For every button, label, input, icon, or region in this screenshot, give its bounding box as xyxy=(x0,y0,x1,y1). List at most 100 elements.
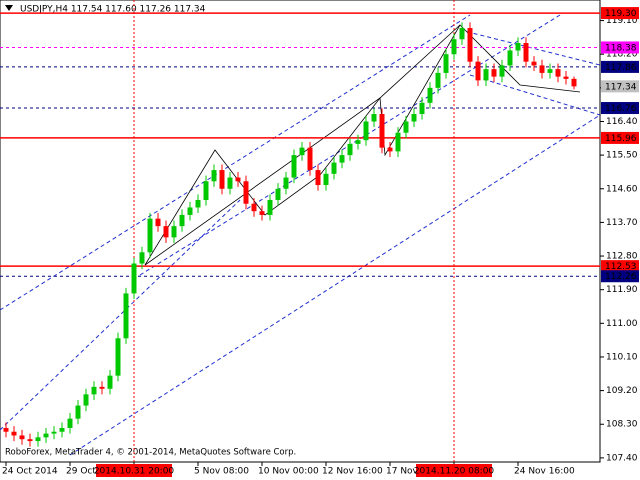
candle-body xyxy=(171,226,177,238)
y-tick-label: 116.40 xyxy=(606,117,638,127)
candle-body xyxy=(19,435,25,440)
candle-body xyxy=(139,252,145,264)
plot-area xyxy=(0,0,601,463)
candle-body xyxy=(355,140,361,144)
price-box xyxy=(601,41,639,54)
x-tick-label: 2014.10.31 20:00 xyxy=(94,467,175,477)
candle-body xyxy=(299,147,305,156)
candle-body xyxy=(203,181,209,200)
candle-body xyxy=(115,338,121,376)
candle-body xyxy=(195,199,201,208)
candle-body xyxy=(131,263,137,294)
candle-body xyxy=(67,418,73,428)
y-tick-label: 109.20 xyxy=(606,386,638,396)
candle-body xyxy=(555,69,561,77)
y-tick-label: 113.70 xyxy=(606,218,638,228)
candle-body xyxy=(499,65,505,77)
x-tick-label: 24 Nov 16:00 xyxy=(514,467,575,477)
candle-body xyxy=(547,69,553,73)
chart-title: USDJPY,H4 117.54 117.60 117.26 117.34 xyxy=(20,5,206,15)
price-box xyxy=(601,260,639,273)
x-tick-label: 10 Nov 00:00 xyxy=(258,467,319,477)
candle-body xyxy=(91,386,97,395)
price-box-label: 112.26 xyxy=(605,272,637,282)
candle-body xyxy=(307,147,313,171)
candle-body xyxy=(251,203,257,212)
candle-body xyxy=(27,439,33,442)
candle-body xyxy=(475,61,481,81)
candle-body xyxy=(315,170,321,186)
candle-body xyxy=(419,102,425,115)
candle-body xyxy=(291,155,297,178)
y-tick-label: 111.90 xyxy=(606,285,638,295)
x-tick-label: 24 Oct 2014 xyxy=(2,467,58,477)
x-tick-label: 12 Nov 16:00 xyxy=(322,467,383,477)
candle-body xyxy=(275,188,281,200)
candle-body xyxy=(571,78,577,87)
x-highlight-box xyxy=(416,464,492,477)
candle-body xyxy=(259,211,265,215)
candle-body xyxy=(395,132,401,152)
y-tick-label: 115.50 xyxy=(606,151,638,161)
price-box xyxy=(601,80,639,93)
menu-arrow[interactable] xyxy=(5,5,13,11)
candle-body xyxy=(435,72,441,88)
candle-body xyxy=(107,375,113,389)
candle-body xyxy=(403,121,409,133)
candle-body xyxy=(323,173,329,186)
candle-body xyxy=(411,114,417,122)
candle-body xyxy=(451,39,457,55)
candle-body xyxy=(51,431,57,434)
y-tick-label: 118.20 xyxy=(606,50,638,60)
candle-body xyxy=(75,405,81,419)
candle-body xyxy=(147,218,153,253)
candle-body xyxy=(467,28,473,62)
copyright: RoboForex, MetaTrader 4, © 2001-2014, Me… xyxy=(5,448,296,458)
candle-body xyxy=(363,121,369,141)
x-tick-label: 2014.11.20 08:00 xyxy=(414,467,495,477)
candle-body xyxy=(443,54,449,73)
price-box xyxy=(601,102,639,115)
candle-body xyxy=(211,170,217,182)
price-box xyxy=(601,60,639,73)
y-tick-label: 111.00 xyxy=(606,319,638,329)
candle-body xyxy=(219,170,225,189)
y-tick-label: 119.10 xyxy=(606,16,638,26)
candle-body xyxy=(563,76,569,79)
x-tick-label: 17 Nov xyxy=(386,467,419,477)
candle-body xyxy=(187,207,193,215)
candle-body xyxy=(483,69,489,81)
candle-body xyxy=(491,69,497,77)
candle-body xyxy=(387,147,393,152)
candle-body xyxy=(163,226,169,238)
candle-body xyxy=(227,177,233,189)
candle-body xyxy=(3,427,9,432)
price-box-label: 117.86 xyxy=(605,63,637,73)
price-box-label: 118.38 xyxy=(605,43,637,53)
candle-body xyxy=(371,114,377,122)
candle-body xyxy=(59,427,65,432)
candle-body xyxy=(339,155,345,163)
price-box-label: 115.96 xyxy=(605,134,637,144)
x-tick-label: 29 Oct xyxy=(66,467,96,477)
price-box xyxy=(601,131,639,144)
candle-body xyxy=(83,394,89,406)
candle-body xyxy=(531,61,537,66)
candle-body xyxy=(347,143,353,156)
candle-body xyxy=(331,162,337,174)
candle-body xyxy=(267,199,273,215)
y-tick-label: 110.10 xyxy=(606,352,638,362)
y-tick-label: 114.60 xyxy=(606,184,638,194)
candle-body xyxy=(515,42,521,51)
y-tick-label: 107.40 xyxy=(606,453,638,463)
candle-body xyxy=(235,177,241,182)
candle-body xyxy=(123,293,129,339)
x-tick-label: 5 Nov 08:00 xyxy=(194,467,249,477)
candle-body xyxy=(427,87,433,103)
candle-body xyxy=(11,431,17,436)
x-highlight-box xyxy=(96,464,172,477)
candle-body xyxy=(43,433,49,438)
price-box xyxy=(601,7,639,20)
